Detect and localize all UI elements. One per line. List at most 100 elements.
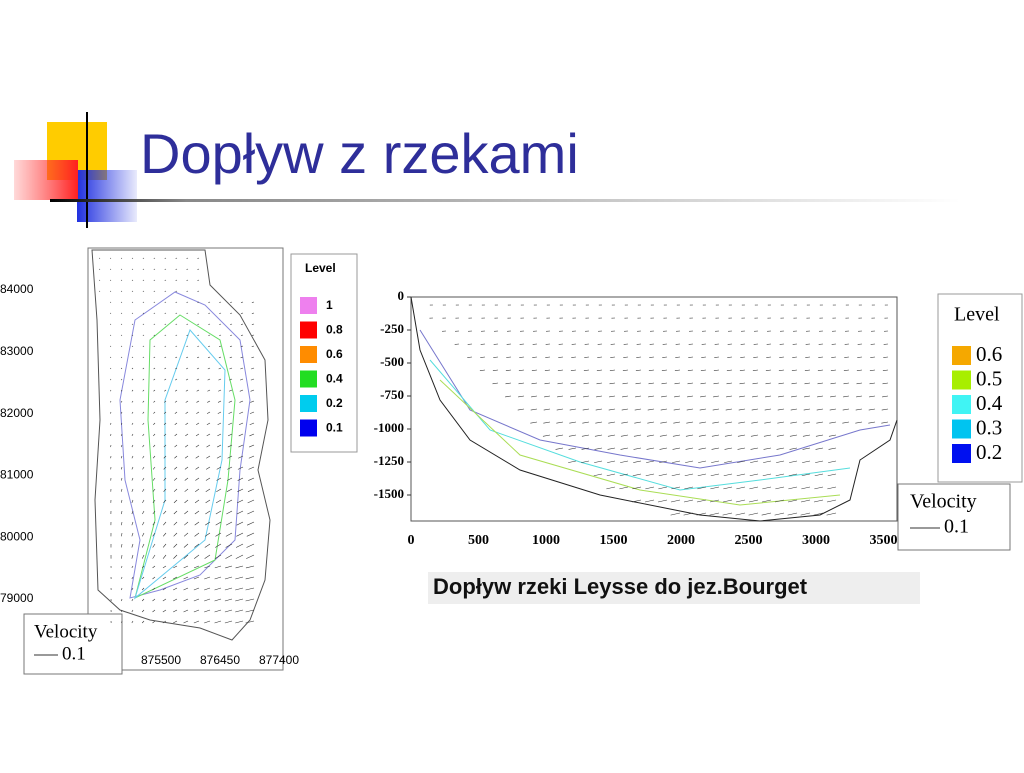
vector-arrow [660, 448, 667, 449]
vector-arrow [831, 370, 836, 371]
vector-arrow [723, 500, 732, 502]
vector-arrow [675, 357, 680, 358]
vector-arrow [714, 383, 719, 384]
vector-arrow [776, 461, 784, 463]
vector-arrow [647, 435, 654, 436]
vector-arrow [596, 409, 602, 410]
legend-label: 0.3 [976, 415, 1002, 439]
legend-label: 0.8 [326, 323, 343, 337]
vector-arrow [753, 370, 758, 371]
vector-arrow [725, 448, 732, 449]
legend-title: Level [305, 261, 336, 275]
legend-label: 0.6 [976, 342, 1002, 366]
vector-arrow [597, 357, 602, 358]
vector-arrow [753, 357, 758, 358]
vector-arrow [700, 409, 706, 410]
vector-arrow [751, 422, 758, 423]
vector-arrow [828, 461, 836, 463]
vector-arrow [805, 357, 810, 358]
legend-swatch [300, 297, 317, 314]
vector-arrow [727, 357, 732, 358]
vector-arrow [816, 448, 823, 449]
x-tick-label: 500 [468, 533, 489, 548]
x-tick-label: 877400 [259, 653, 299, 667]
vector-arrow [829, 448, 836, 449]
vector-arrow [827, 513, 836, 515]
vector-arrow [750, 474, 758, 476]
vector-arrow [557, 396, 563, 397]
caption: Dopływ rzeki Leysse do jez.Bourget [433, 574, 808, 599]
vector-arrow [804, 409, 810, 410]
x-tick-label: 876450 [200, 653, 240, 667]
vector-arrow [764, 435, 771, 436]
vector-arrow [622, 409, 628, 410]
vector-arrow [595, 422, 602, 423]
velocity-value: 0.1 [944, 516, 969, 538]
vector-arrow [584, 383, 589, 384]
vector-arrow [545, 357, 550, 358]
y-tick-label: -1500 [374, 486, 404, 501]
vector-arrow [714, 370, 719, 371]
vector-arrow [788, 487, 797, 489]
vector-arrow [647, 448, 654, 449]
vector-arrow [661, 409, 667, 410]
vector-arrow [531, 396, 537, 397]
vector-arrow [883, 370, 888, 371]
vector-arrow [698, 461, 706, 463]
y-tick-label: -1250 [374, 453, 404, 468]
vector-arrow [763, 461, 771, 463]
vector-arrow [701, 383, 706, 384]
vector-arrow [633, 474, 641, 476]
vector-arrow [493, 357, 498, 358]
vector-arrow [687, 396, 693, 397]
vector-arrow [659, 474, 667, 476]
vector-arrow [688, 370, 693, 371]
vector-arrow [675, 370, 680, 371]
vector-arrow [685, 474, 693, 476]
vector-arrow [646, 474, 654, 476]
vector-arrow [584, 357, 589, 358]
vector-arrow [777, 422, 784, 423]
vector-arrow [673, 448, 680, 449]
vector-arrow [634, 422, 641, 423]
x-tick-label: 1000 [532, 533, 560, 548]
vector-arrow [698, 474, 706, 476]
vector-arrow [724, 474, 732, 476]
vector-arrow [595, 435, 602, 436]
slide-title: Dopływ z rzekami [140, 122, 579, 185]
vector-arrow [802, 461, 810, 463]
vector-arrow [632, 500, 641, 502]
vector-arrow [766, 370, 771, 371]
vector-arrow [790, 448, 797, 449]
vector-arrow [777, 435, 784, 436]
vector-arrow [622, 396, 628, 397]
vector-arrow [621, 422, 628, 423]
vector-arrow [673, 435, 680, 436]
vector-arrow [635, 396, 641, 397]
vector-arrow [493, 370, 498, 371]
vector-arrow [738, 422, 745, 423]
vector-arrow [597, 370, 602, 371]
vector-arrow [662, 383, 667, 384]
vector-arrow [571, 383, 576, 384]
vector-arrow [753, 383, 758, 384]
vector-arrow [868, 422, 875, 423]
vector-arrow [765, 409, 771, 410]
vector-arrow [844, 370, 849, 371]
vector-arrow [857, 370, 862, 371]
vector-arrow [775, 513, 784, 515]
vector-arrow [736, 513, 745, 515]
vector-arrow [543, 422, 550, 423]
vector-arrow [830, 396, 836, 397]
vector-arrow [518, 409, 524, 410]
vector-arrow [558, 370, 563, 371]
vector-arrow [662, 370, 667, 371]
vector-arrow [830, 409, 836, 410]
legend-swatch [952, 395, 971, 414]
vector-arrow [658, 487, 667, 489]
vector-arrow [803, 448, 810, 449]
x-tick-label: 2000 [667, 533, 695, 548]
vector-arrow [532, 383, 537, 384]
vector-arrow [804, 396, 810, 397]
